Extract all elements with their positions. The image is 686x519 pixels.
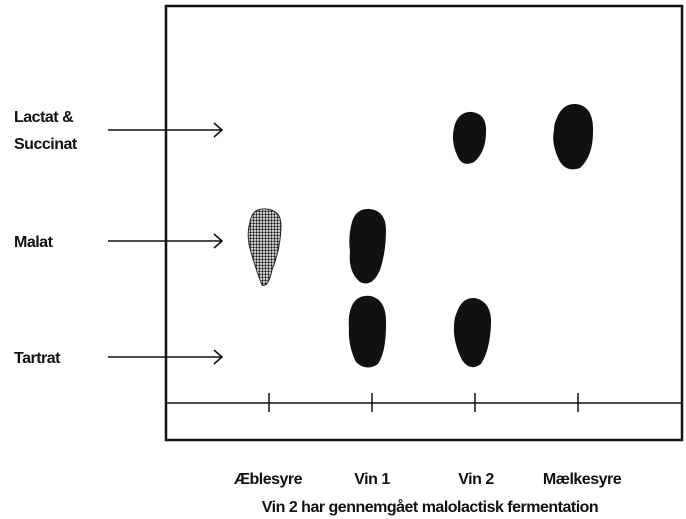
row-label: Tartrat — [14, 350, 61, 367]
diagram: Lactat & Succinat Malat Tartrat Æblesyre… — [0, 0, 686, 519]
caption: Vin 2 har gennemgået malolactisk ferment… — [262, 498, 598, 516]
row-label: Malat — [14, 234, 54, 251]
row-label: Succinat — [14, 136, 78, 153]
lane-label: Æblesyre — [234, 471, 303, 488]
row-label: Lactat & — [14, 109, 74, 126]
lane-label: Mælkesyre — [543, 471, 622, 488]
lane-label: Vin 2 — [458, 471, 494, 488]
plate — [166, 6, 682, 440]
spots — [248, 104, 593, 368]
lane-label: Vin 1 — [354, 471, 390, 488]
